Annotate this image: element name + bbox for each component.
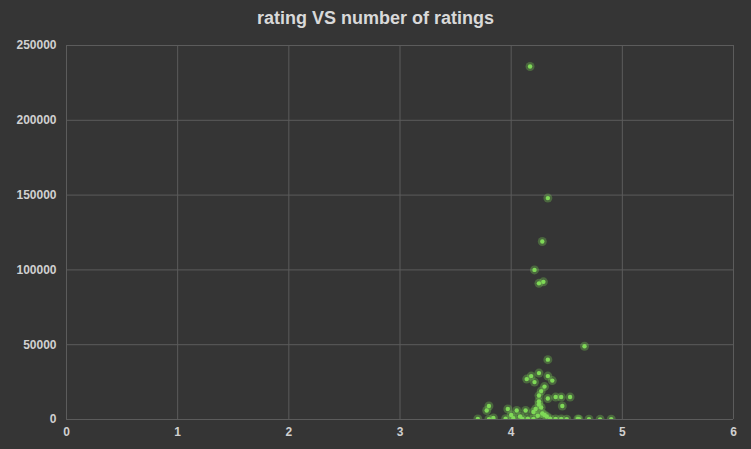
svg-text:50000: 50000	[23, 338, 57, 352]
svg-text:2: 2	[285, 425, 292, 439]
svg-text:250000: 250000	[16, 38, 56, 52]
svg-text:0: 0	[63, 425, 70, 439]
html-text:rating VS number of ratings: rating VS number of ratings	[257, 8, 494, 28]
svg-text:3: 3	[397, 425, 404, 439]
svg-text:150000: 150000	[16, 188, 56, 202]
svg-text:5: 5	[619, 425, 626, 439]
svg-text:0: 0	[50, 412, 57, 426]
svg-text:4: 4	[508, 425, 515, 439]
svg-text:100000: 100000	[16, 263, 56, 277]
svg-text:1: 1	[174, 425, 181, 439]
svg-text:200000: 200000	[16, 113, 56, 127]
svg-text:6: 6	[730, 425, 737, 439]
